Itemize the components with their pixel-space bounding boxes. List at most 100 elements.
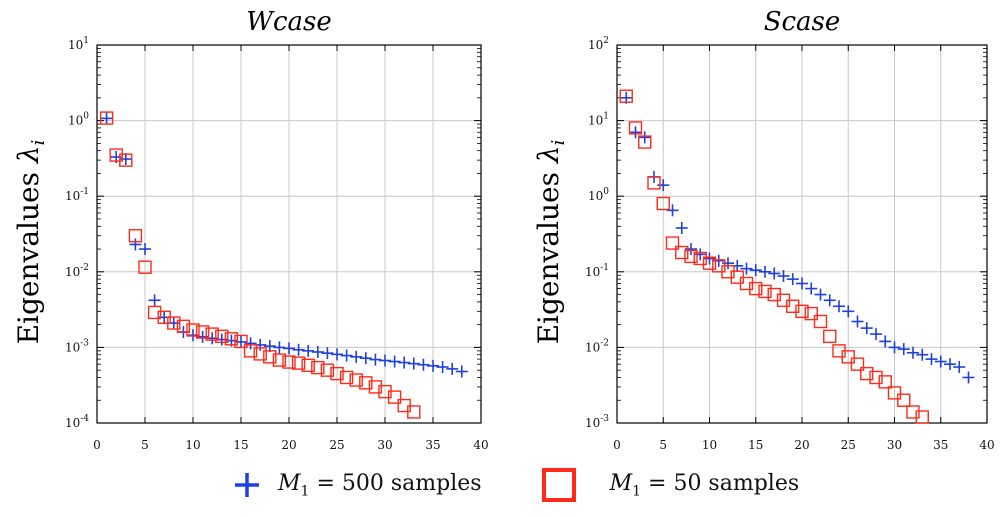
data-point-square <box>167 316 181 330</box>
y-tick-label: 10-2 <box>585 338 609 354</box>
y-tick-label: 10-3 <box>65 338 89 354</box>
data-point-plus <box>379 354 391 367</box>
data-point-square <box>813 314 828 329</box>
data-point-plus <box>842 305 855 318</box>
data-point-square <box>638 135 652 149</box>
x-tick-label: 10 <box>185 438 200 452</box>
data-point-square <box>234 334 248 349</box>
data-point-square <box>684 249 698 264</box>
x-tick-label: 15 <box>748 438 763 452</box>
data-point-square <box>147 305 162 320</box>
data-point-square <box>349 373 363 387</box>
data-point-plus <box>359 352 372 365</box>
data-point-plus <box>657 179 670 192</box>
legend-plus-marker <box>235 473 259 497</box>
data-point-plus <box>722 257 734 270</box>
data-point-plus <box>685 243 697 256</box>
data-point-square <box>915 410 929 424</box>
data-point-square <box>330 366 344 381</box>
data-point-plus <box>263 340 276 353</box>
x-tick-label: 5 <box>659 438 667 452</box>
x-tick-label: 35 <box>425 438 440 452</box>
data-point-plus <box>417 358 430 371</box>
data-point-square <box>656 196 670 211</box>
data-point-square <box>320 363 335 377</box>
data-point-plus <box>694 248 707 261</box>
data-point-plus <box>962 371 975 384</box>
data-point-plus <box>139 243 151 256</box>
data-point-square <box>272 353 287 367</box>
data-point-plus <box>283 342 295 355</box>
x-tick-label: 20 <box>281 438 296 452</box>
data-point-square <box>665 236 680 250</box>
data-point-square <box>897 393 911 407</box>
data-point-square <box>368 380 383 394</box>
x-tick-label: 20 <box>794 438 809 452</box>
data-point-square <box>205 327 219 341</box>
data-point-square <box>263 350 277 364</box>
data-point-plus <box>851 315 864 328</box>
data-point-plus <box>629 126 642 139</box>
x-tick-label: 25 <box>841 438 856 452</box>
data-point-plus <box>388 355 401 368</box>
data-point-square <box>841 350 855 364</box>
y-tick-label: 100 <box>68 112 89 128</box>
y-axis-label: Eigenvalues λi <box>12 140 49 345</box>
data-point-plus <box>302 344 315 357</box>
data-point-square <box>311 360 325 375</box>
data-point-plus <box>944 358 956 371</box>
data-point-square <box>128 229 143 243</box>
data-point-plus <box>703 252 716 265</box>
chart-wcase: 0 5 10 15 20 25 30 35 40 10-4 10-3 10-2 10-1 100 101 Wc… <box>12 7 489 452</box>
data-point-plus <box>925 353 938 366</box>
data-point-plus <box>321 347 334 360</box>
data-point-square <box>176 319 191 334</box>
data-point-square <box>359 376 373 390</box>
data-point-plus <box>369 353 382 366</box>
data-point-plus <box>768 267 781 280</box>
data-point-plus <box>953 361 966 374</box>
data-point-plus <box>860 322 873 335</box>
x-tick-label: 30 <box>887 438 902 452</box>
data-point-plus <box>879 335 892 348</box>
y-tick-label: 100 <box>588 187 609 203</box>
data-point-square <box>878 375 892 389</box>
data-point-plus <box>814 288 827 301</box>
x-tick-label: 0 <box>93 438 101 452</box>
data-point-plus <box>805 282 818 295</box>
legend-label-500: M1 = 500 samples <box>278 470 482 500</box>
data-point-square <box>195 325 210 339</box>
data-point-square <box>99 111 114 125</box>
data-point-square <box>301 358 315 372</box>
x-tick-label: 40 <box>473 438 488 452</box>
chart-title: Scase <box>764 7 841 37</box>
data-point-plus <box>436 361 449 374</box>
data-point-plus <box>934 355 947 368</box>
data-point-plus <box>916 348 929 361</box>
data-point-square <box>224 332 239 346</box>
y-tick-label: 10-2 <box>65 263 89 279</box>
data-point-square <box>253 347 267 361</box>
data-point-square <box>186 323 200 337</box>
data-point-plus <box>340 349 353 362</box>
data-point-square <box>749 281 763 296</box>
data-point-square <box>243 344 258 358</box>
data-point-plus <box>740 262 753 275</box>
y-axis-label: Eigenvalues λi <box>532 140 569 345</box>
data-point-plus <box>331 348 343 361</box>
data-point-plus <box>311 345 324 358</box>
y-tick-label: 101 <box>68 36 89 52</box>
y-tick-label: 101 <box>588 112 609 128</box>
data-point-plus <box>350 350 363 363</box>
data-point-square <box>339 370 354 385</box>
data-point-plus <box>907 346 919 359</box>
legend: M1 = 500 samples M1 = 50 samples <box>232 468 872 502</box>
data-point-square <box>702 256 717 270</box>
x-tick-label: 25 <box>329 438 344 452</box>
chart-title: Wcase <box>246 7 332 37</box>
data-point-plus <box>666 204 679 217</box>
x-tick-label: 0 <box>613 438 621 452</box>
data-point-square <box>850 357 865 371</box>
data-point-square <box>795 304 809 319</box>
